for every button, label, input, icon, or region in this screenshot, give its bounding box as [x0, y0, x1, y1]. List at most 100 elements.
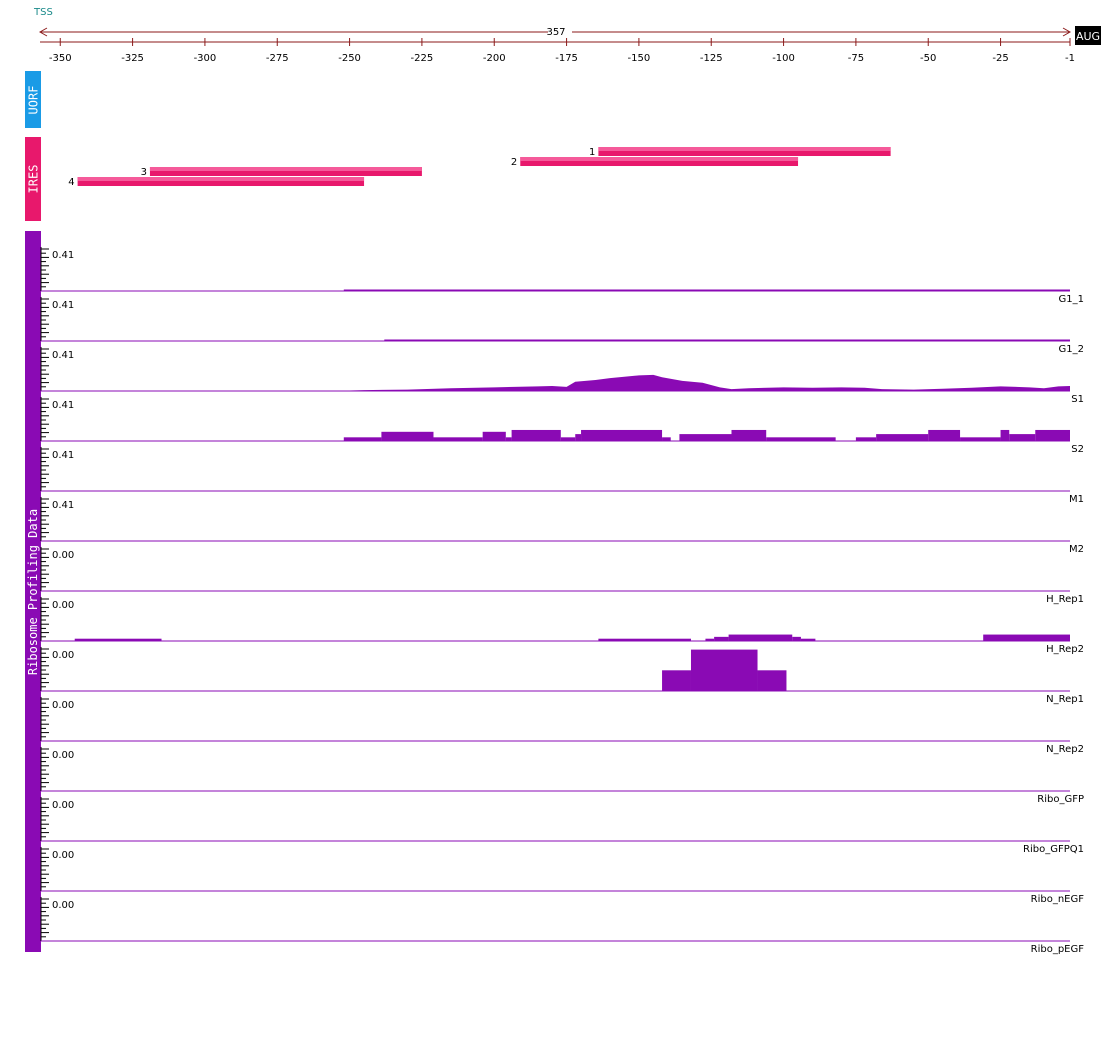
coverage-bar: [662, 437, 671, 441]
track-max-label: 0.41: [52, 450, 74, 461]
track-max-label: 0.00: [52, 800, 74, 811]
coverage-bar: [1035, 429, 1070, 441]
coverage-bar: [679, 434, 732, 441]
coverage-bar: [766, 437, 836, 441]
ires-bar: [149, 167, 422, 176]
track-max-label: 0.00: [52, 900, 74, 911]
coverage-bar: [482, 431, 506, 441]
track-max-label: 0.00: [52, 550, 74, 561]
ruler: 357 AUG: [38, 25, 1101, 45]
track-name: Ribo_GFPQ1: [1023, 844, 1084, 855]
x-axis-ticks: -350 -325 -300 -275 -250 -225 -200 -175 -150 -125…: [49, 38, 1075, 64]
coverage-bar: [728, 634, 793, 641]
x-tick-label: -225: [411, 53, 434, 64]
track-max-label: 0.00: [52, 600, 74, 611]
track-max-label: 0.00: [52, 650, 74, 661]
coverage-bar: [384, 339, 1071, 341]
span-arrow-right: [1062, 27, 1072, 37]
track: 0.00 Ribo_nEGF: [40, 847, 1085, 905]
span-label: 357: [546, 27, 565, 38]
ribo-band: Ribosome Profiling Data: [25, 231, 41, 952]
coverage-bar: [598, 638, 691, 641]
ires-bar-label: 1: [589, 147, 595, 158]
track: 0.41 S1: [40, 347, 1084, 405]
x-tick-label: -25: [992, 53, 1008, 64]
track-name: M2: [1069, 544, 1084, 555]
coverage-bar: [343, 289, 1071, 291]
track: 0.41 M2: [40, 497, 1084, 555]
coverage-bar: [581, 429, 663, 441]
aug-label: AUG: [1076, 30, 1100, 43]
uorf-band: UORF: [25, 71, 41, 128]
track: 0.00 Ribo_GFP: [40, 747, 1084, 805]
track-name: G1_2: [1059, 344, 1084, 355]
x-tick-label: -1: [1065, 53, 1075, 64]
coverage-bar: [381, 431, 434, 441]
track: 0.00 H_Rep2: [40, 597, 1084, 655]
coverage-bar: [74, 638, 162, 641]
coverage-bar: [511, 429, 561, 441]
x-tick-label: -175: [555, 53, 578, 64]
track-max-label: 0.41: [52, 250, 74, 261]
ires-bar-highlight: [598, 147, 891, 151]
x-tick-label: -250: [338, 53, 361, 64]
x-tick-label: -50: [920, 53, 936, 64]
track-name: Ribo_nEGF: [1031, 894, 1085, 905]
track-name: G1_1: [1059, 294, 1084, 305]
track-name: N_Rep2: [1046, 744, 1084, 755]
ires-band: IRES: [25, 137, 41, 221]
track: 0.41 M1: [40, 447, 1084, 505]
coverage-bar: [983, 634, 1070, 641]
coverage-bar: [1000, 429, 1010, 441]
x-tick-label: -150: [628, 53, 651, 64]
track-max-label: 0.00: [52, 850, 74, 861]
track-max-label: 0.41: [52, 300, 74, 311]
coverage-bar: [876, 434, 929, 441]
track: 0.00 Ribo_pEGF: [40, 897, 1085, 955]
track-max-label: 0.00: [52, 750, 74, 761]
span-arrow-left: [38, 27, 48, 37]
track: 0.00 H_Rep1: [40, 547, 1084, 605]
track-name: S2: [1071, 444, 1084, 455]
ires-bar: [77, 177, 365, 186]
track-name: Ribo_pEGF: [1031, 944, 1085, 955]
track: 0.00 Ribo_GFPQ1: [40, 797, 1084, 855]
ires-bar: [598, 147, 891, 156]
coverage-bar: [575, 434, 582, 441]
track: 0.41 G1_2: [40, 297, 1084, 355]
coverage-area: [40, 374, 1070, 391]
coverage-bar: [505, 437, 512, 441]
track: 0.00 N_Rep1: [40, 647, 1084, 705]
ires-bar-label: 2: [511, 157, 517, 168]
track-name: M1: [1069, 494, 1084, 505]
coverage-bar: [792, 636, 801, 641]
track: 0.41 G1_1: [40, 247, 1084, 305]
track: 0.00 N_Rep2: [40, 697, 1084, 755]
track-max-label: 0.41: [52, 500, 74, 511]
ires-bar-label: 3: [141, 167, 147, 178]
ires-bar-highlight: [77, 177, 365, 181]
track-name: H_Rep1: [1046, 594, 1084, 605]
track: 0.41 S2: [40, 397, 1084, 455]
coverage-bar: [757, 670, 787, 691]
ires-bar: [520, 157, 799, 166]
track-name: N_Rep1: [1046, 694, 1084, 705]
track-name: Ribo_GFP: [1037, 794, 1084, 805]
track-max-label: 0.00: [52, 700, 74, 711]
coverage-bar: [705, 638, 715, 641]
coverage-bar: [731, 429, 767, 441]
coverage-bar: [690, 649, 758, 691]
aug-box: [1075, 26, 1101, 45]
track-max-label: 0.41: [52, 400, 74, 411]
x-tick-label: -325: [121, 53, 144, 64]
ires-bar-label: 4: [68, 177, 74, 188]
coverage-bar: [433, 437, 483, 441]
x-tick-label: -350: [49, 53, 72, 64]
track-max-label: 0.41: [52, 350, 74, 361]
track-name: H_Rep2: [1046, 644, 1084, 655]
ires-bar-highlight: [520, 157, 799, 161]
ribo-tracks: 0.41 G1_1 0.41 G1_2 0.41 S1 0.41 S2 0.41 M1 0.41 M2…: [40, 247, 1084, 955]
tss-label: TSS: [33, 7, 53, 18]
span-label-bg: [548, 25, 572, 38]
